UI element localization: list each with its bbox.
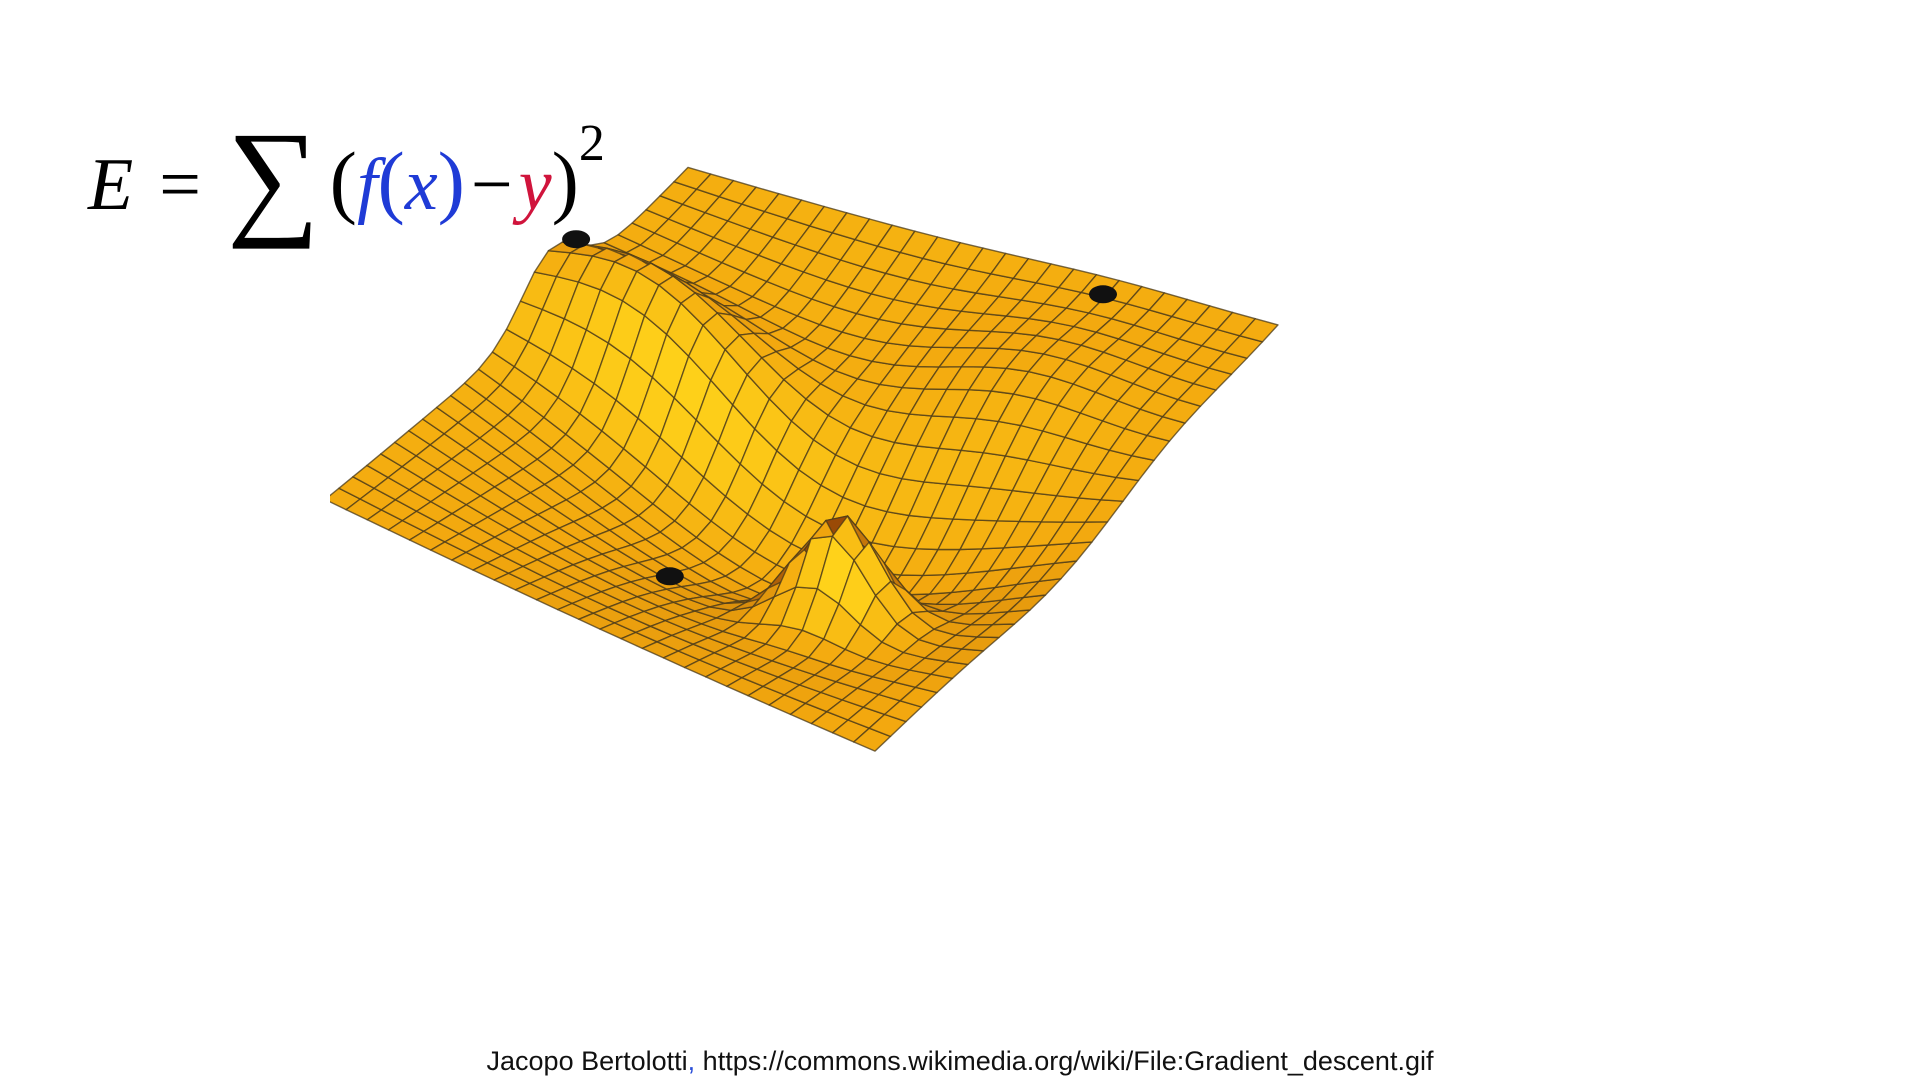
formula-close-paren: ) — [551, 135, 579, 226]
formula-minus: − — [470, 144, 513, 226]
descent-marker-ball — [1089, 285, 1117, 304]
formula-lhs: E — [88, 144, 134, 226]
formula-x: x — [404, 144, 438, 226]
sum-symbol: ∑ — [226, 106, 320, 250]
credit-url[interactable]: https://commons.wikimedia.org/wiki/File:… — [702, 1046, 1434, 1076]
descent-marker-ball — [655, 567, 684, 586]
formula-fx-open: ( — [377, 135, 405, 226]
surface-mesh — [330, 166, 1279, 752]
error-surface-svg — [330, 166, 1279, 752]
credit-separator: , — [687, 1046, 696, 1076]
mesh-cell — [1239, 317, 1279, 343]
credit-author: Jacopo Bertolotti — [486, 1046, 688, 1076]
formula-exponent: 2 — [578, 115, 605, 172]
formula-y: y — [518, 144, 552, 226]
error-surface-illustration — [330, 120, 1600, 890]
image-credit: Jacopo Bertolotti, https://commons.wikim… — [0, 1046, 1920, 1077]
formula-f: f — [356, 144, 378, 226]
formula-open-paren: ( — [329, 135, 357, 226]
descent-marker-ball — [562, 230, 591, 249]
formula-fx-close: ) — [437, 135, 465, 226]
error-formula: E = ∑ ( f ( x ) − y ) 2 — [88, 113, 605, 243]
formula-equals: = — [159, 144, 201, 226]
